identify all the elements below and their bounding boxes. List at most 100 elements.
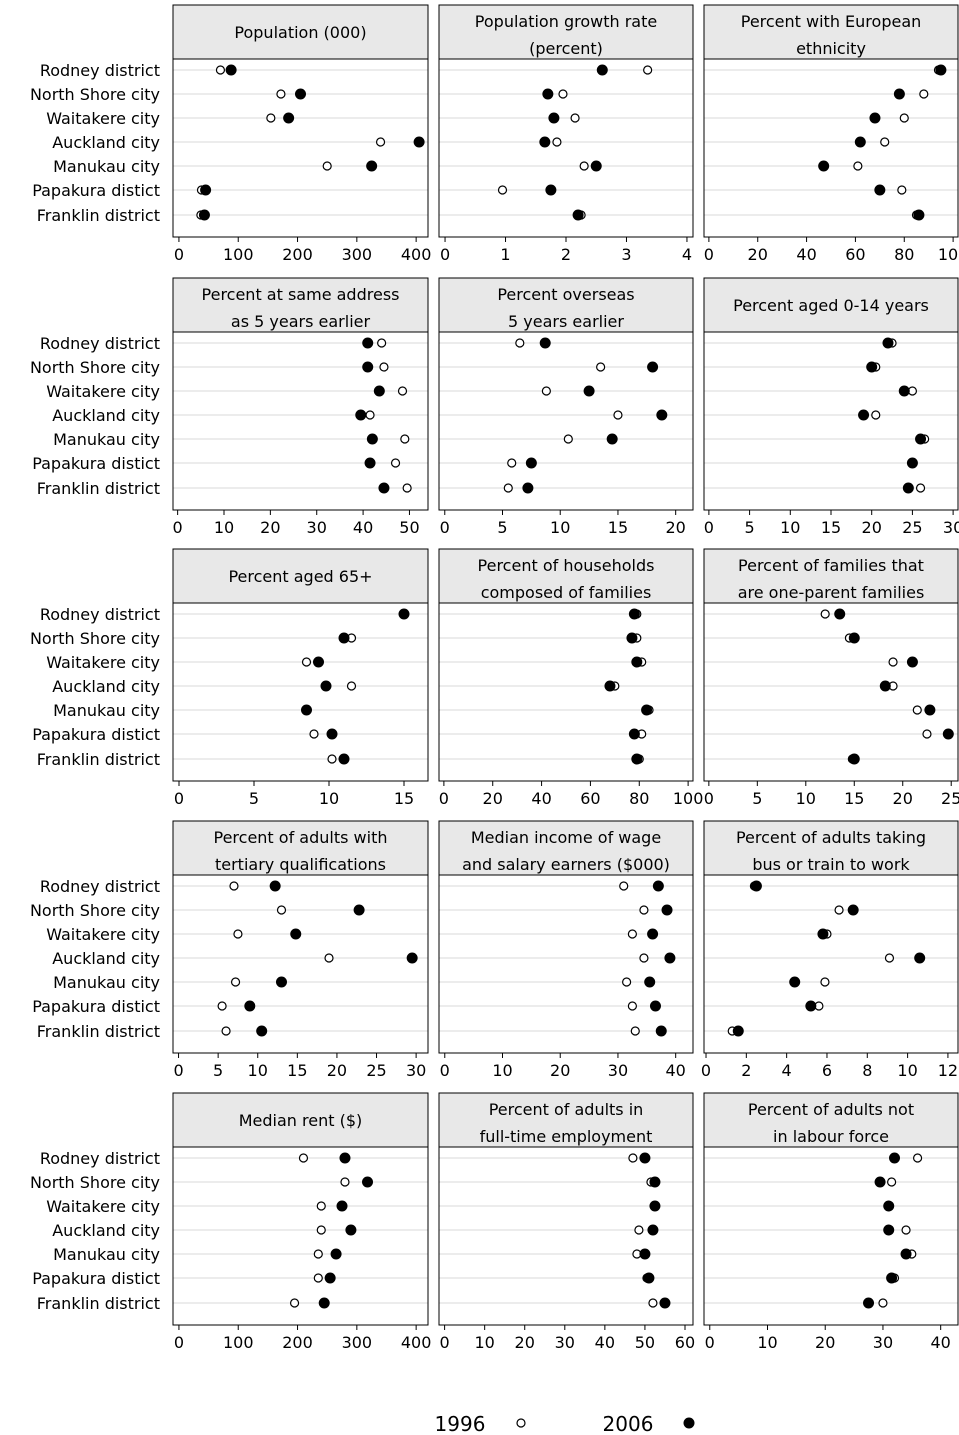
panel-7-point-2006-1: [398, 608, 410, 620]
panel-15-title-line-1: Percent of adults not: [748, 1100, 914, 1119]
row-label-3-7: Franklin district: [37, 750, 160, 769]
panel-11-point-2006-3: [647, 928, 659, 940]
panel-12-point-1996-5: [820, 977, 830, 987]
panel-13-title: Median rent ($): [239, 1111, 363, 1130]
panel-7-point-1996-6: [309, 729, 319, 739]
panel-14-tick-label-7: 60: [675, 1333, 695, 1352]
panel-9-frame: [703, 602, 959, 782]
panel-14-point-2006-5: [639, 1248, 651, 1260]
panel-12-tick-label-5: 8: [862, 1061, 872, 1080]
panel-8-point-2006-4: [604, 680, 616, 692]
panel-14-tick-label-6: 50: [635, 1333, 655, 1352]
panel-9-point-1996-3: [888, 657, 898, 667]
row-label-4-5: Manukau city: [53, 973, 160, 992]
panel-4-title-line-1: Percent at same address: [202, 285, 400, 304]
panel-12-tick-label-3: 4: [782, 1061, 792, 1080]
panel-10-tick-label-2: 5: [213, 1061, 223, 1080]
panel-12-point-1996-4: [884, 953, 895, 963]
panel-7-point-2006-5: [301, 704, 312, 716]
panel-1-title: Population (000): [234, 23, 366, 42]
row-label-5-6: Papakura distict: [32, 1269, 160, 1288]
panel-11-point-1996-1: [619, 881, 629, 891]
panel-1-point-2006-4: [413, 136, 425, 148]
row-label-2-7: Franklin district: [37, 479, 160, 498]
panel-4-point-2006-6: [364, 457, 376, 469]
panel-10-point-2006-1: [269, 880, 281, 892]
panel-12-point-1996-2: [834, 905, 844, 915]
panel-13-point-2006-7: [318, 1297, 330, 1309]
panel-13-point-2006-1: [339, 1152, 351, 1164]
panel-6-frame: [703, 331, 959, 511]
row-label-5-1: Rodney district: [40, 1149, 160, 1168]
panel-1-point-2006-3: [283, 112, 295, 124]
panel-3-point-1996-3: [899, 113, 909, 123]
panel-8-strip: [438, 548, 694, 604]
panel-3-tick-label-6: 100: [938, 245, 959, 264]
row-label-4-6: Papakura distict: [32, 997, 160, 1016]
panel-3-point-2006-4: [854, 136, 866, 148]
panel-5-frame: [438, 331, 694, 511]
panel-12-point-2006-7: [732, 1025, 744, 1037]
panel-15-point-2006-3: [883, 1200, 895, 1212]
panel-15-tick-label-2: 10: [757, 1333, 777, 1352]
panel-10-point-1996-1: [229, 881, 239, 891]
row-label-3-4: Auckland city: [52, 677, 160, 696]
panel-11-tick-label-4: 30: [608, 1061, 628, 1080]
panel-8-point-2006-6: [628, 728, 640, 740]
panel-10-tick-label-5: 20: [327, 1061, 347, 1080]
panel-2-title-line-1: Population growth rate: [475, 12, 657, 31]
panel-10-frame: [172, 874, 429, 1054]
panel-1-point-2006-7: [198, 209, 210, 221]
panel-12-tick-label-4: 6: [822, 1061, 832, 1080]
panel-9-point-1996-6: [922, 729, 932, 739]
row-label-2-3: Waitakere city: [46, 382, 160, 401]
panel-8-tick-label-2: 20: [483, 789, 503, 808]
panel-10-point-2006-6: [244, 1000, 256, 1012]
panel-2-point-2006-6: [545, 184, 557, 196]
panel-5-tick-label-5: 20: [666, 518, 686, 537]
panel-3-point-1996-2: [919, 89, 929, 99]
panel-12-point-2006-4: [914, 952, 926, 964]
panel-10-point-1996-7: [221, 1026, 231, 1036]
row-label-3-5: Manukau city: [53, 701, 160, 720]
row-label-4-4: Auckland city: [52, 949, 160, 968]
panel-14-title-line-2: full-time employment: [480, 1127, 653, 1146]
panel-6-tick-label-6: 25: [902, 518, 922, 537]
row-label-4-3: Waitakere city: [46, 925, 160, 944]
panel-1-tick-label-4: 300: [342, 245, 373, 264]
legend-marker-2006: [683, 1417, 695, 1429]
panel-13-frame: [172, 1146, 429, 1326]
panel-5-point-2006-3: [583, 385, 595, 397]
panel-4-point-2006-5: [366, 433, 378, 445]
panel-6-point-2006-1: [882, 337, 894, 349]
panel-1-point-2006-6: [200, 184, 212, 196]
panel-13-point-1996-4: [316, 1225, 326, 1235]
panel-10-point-1996-5: [230, 977, 241, 987]
panel-10-strip: [172, 820, 429, 876]
row-label-2-2: North Shore city: [30, 358, 160, 377]
panel-13-point-2006-3: [336, 1200, 348, 1212]
panel-14-point-1996-7: [648, 1298, 658, 1308]
panel-4-point-1996-5: [400, 434, 410, 444]
panel-9-tick-label-3: 10: [796, 789, 816, 808]
panel-3-frame: [703, 58, 959, 238]
panel-11-point-1996-2: [639, 905, 649, 915]
panel-5-point-2006-7: [522, 482, 534, 494]
panel-14-tick-label-3: 20: [515, 1333, 535, 1352]
panel-5-point-1996-2: [596, 362, 606, 372]
panel-11-point-2006-2: [661, 904, 673, 916]
panel-3-point-2006-1: [935, 64, 947, 76]
panel-15-point-1996-1: [912, 1153, 923, 1163]
panel-3-point-1996-5: [853, 161, 863, 171]
row-label-3-2: North Shore city: [30, 629, 160, 648]
row-label-3-1: Rodney district: [40, 605, 160, 624]
panel-10-tick-label-4: 15: [287, 1061, 307, 1080]
panel-4-point-1996-4: [365, 410, 375, 420]
panel-9-tick-label-1: 0: [704, 789, 714, 808]
panel-4-tick-label-2: 10: [214, 518, 234, 537]
panel-10-point-1996-6: [217, 1001, 227, 1011]
panel-4-point-1996-7: [402, 483, 412, 493]
panel-5-point-1996-6: [507, 458, 517, 468]
panel-12-strip: [703, 820, 959, 876]
panel-6-point-2006-4: [858, 409, 870, 421]
